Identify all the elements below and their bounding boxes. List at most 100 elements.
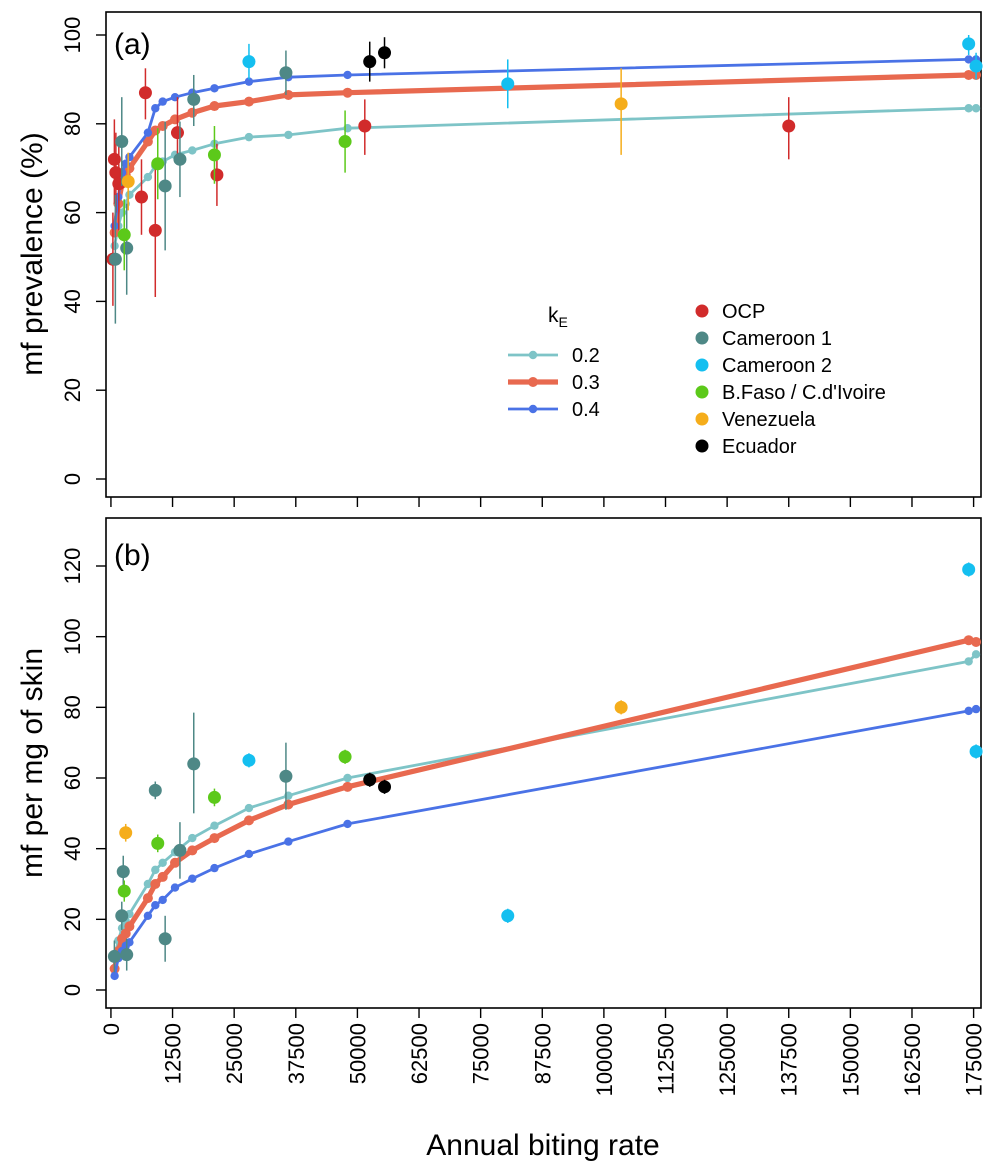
legend-label-group: Ecuador xyxy=(722,436,797,458)
series-point-kE-0.3 xyxy=(209,833,220,844)
series-point-kE-0.2 xyxy=(971,104,981,113)
observation-point xyxy=(107,152,121,166)
series-line-kE-0.2 xyxy=(113,653,978,959)
series-point-kE-0.3 xyxy=(243,815,254,826)
series-point-kE-0.3 xyxy=(283,89,294,100)
x-tick-label: 75000 xyxy=(469,1023,494,1084)
observation-point xyxy=(338,135,352,149)
series-point-kE-0.2 xyxy=(343,773,352,783)
x-tick-label: 50000 xyxy=(345,1023,370,1084)
y-tick-label: 60 xyxy=(60,200,85,224)
series-point-kE-0.3 xyxy=(142,136,153,147)
x-tick-label: 62500 xyxy=(407,1023,432,1084)
series-point-kE-0.4 xyxy=(110,971,119,981)
x-tick-label: 0 xyxy=(99,1023,124,1035)
x-tick-label: 162500 xyxy=(900,1023,925,1096)
panel-b-model-lines xyxy=(109,635,982,981)
observation-point xyxy=(210,168,224,182)
series-point-kE-0.4 xyxy=(971,704,981,714)
x-tick-label: 87500 xyxy=(530,1023,555,1084)
observation-point xyxy=(501,77,515,91)
series-point-kE-0.4 xyxy=(284,837,293,846)
x-tick-label: 100000 xyxy=(592,1023,617,1096)
series-point-kE-0.3 xyxy=(170,114,181,125)
observation-point xyxy=(117,228,131,242)
observation-point xyxy=(969,59,983,73)
observation-point xyxy=(614,97,628,111)
observation-point xyxy=(151,836,165,850)
series-line-kE-0.3 xyxy=(112,72,977,233)
observation-point xyxy=(207,148,221,162)
observation-point xyxy=(962,37,976,51)
x-tick-label: 125000 xyxy=(715,1023,740,1096)
observation-point xyxy=(501,909,515,923)
observation-point xyxy=(117,884,131,898)
observation-point xyxy=(116,865,130,879)
panel-b-observations xyxy=(107,562,983,973)
y-tick-label: 0 xyxy=(60,473,85,485)
series-point-kE-0.4 xyxy=(244,77,254,86)
series-point-kE-0.3 xyxy=(971,636,982,647)
series-point-kE-0.2 xyxy=(964,657,973,666)
series-point-kE-0.2 xyxy=(188,146,197,155)
series-line-kE-0.4 xyxy=(113,707,977,977)
series-line-kE-0.3 xyxy=(112,637,977,970)
observation-point xyxy=(119,826,133,840)
observation-point xyxy=(962,563,976,577)
series-point-kE-0.2 xyxy=(244,803,254,813)
legend-marker-group xyxy=(695,331,709,345)
observation-point xyxy=(120,241,134,255)
legend-label-kE-0.2: 0.2 xyxy=(572,345,600,367)
observation-point xyxy=(363,773,377,787)
panel-a-model-lines xyxy=(109,55,982,251)
data-legend: OCP Cameroon 1 Cameroon 2 B.Faso / C.d'Ivoi… xyxy=(695,301,886,458)
legend-marker-group xyxy=(695,385,709,399)
x-axis-label: Annual biting rate xyxy=(426,1129,660,1162)
series-point-kE-0.2 xyxy=(188,833,197,843)
series-point-kE-0.4 xyxy=(143,128,153,137)
panel-b-y-label: mf per mg of skin xyxy=(16,648,49,878)
series-point-kE-0.3 xyxy=(187,845,198,856)
observation-point xyxy=(358,119,372,133)
panel-a-x-axis xyxy=(110,497,975,507)
panel-b-label: (b) xyxy=(114,539,151,572)
legend-label-kE-0.4: 0.4 xyxy=(572,399,600,421)
observation-point xyxy=(279,66,293,80)
series-point-kE-0.3 xyxy=(150,879,161,889)
panel-b-frame xyxy=(105,517,982,1009)
y-tick-label: 20 xyxy=(60,907,85,931)
legend-label-group: Cameroon 2 xyxy=(722,355,832,377)
model-legend-title: kE xyxy=(548,304,568,330)
y-tick-label: 20 xyxy=(60,378,85,402)
series-point-kE-0.4 xyxy=(151,104,160,113)
series-point-kE-0.3 xyxy=(124,921,135,932)
y-tick-label: 0 xyxy=(60,984,85,996)
observation-point xyxy=(279,769,293,783)
panel-a-frame xyxy=(105,11,982,498)
series-point-kE-0.4 xyxy=(964,55,973,64)
observation-point xyxy=(148,223,162,237)
series-point-kE-0.4 xyxy=(188,874,197,883)
series-line-kE-0.4 xyxy=(113,58,977,227)
observation-point xyxy=(115,909,129,923)
series-point-kE-0.2 xyxy=(143,879,153,889)
series-point-kE-0.2 xyxy=(971,650,981,659)
model-legend: kE 0.2 0.3 0.4 xyxy=(508,304,600,421)
y-tick-label: 80 xyxy=(60,112,85,136)
observation-point xyxy=(173,152,187,166)
observation-point xyxy=(614,700,628,714)
legend-marker-group xyxy=(695,439,709,453)
observation-point xyxy=(151,157,165,171)
observation-point xyxy=(158,932,172,946)
observation-point xyxy=(158,179,172,193)
legend-marker-kE-0.4 xyxy=(528,404,538,414)
y-tick-label: 80 xyxy=(60,695,85,719)
series-point-kE-0.3 xyxy=(963,69,974,80)
panel-a: (a) 0 20 40 60 80 100 mf prevalence (%) kE 0.… xyxy=(16,11,983,507)
series-point-kE-0.4 xyxy=(244,849,254,859)
series-point-kE-0.4 xyxy=(158,895,167,905)
observation-point xyxy=(115,135,129,149)
legend-label-group: B.Faso / C.d'Ivoire xyxy=(722,382,886,404)
series-point-kE-0.4 xyxy=(210,863,219,873)
observation-point xyxy=(109,166,123,180)
